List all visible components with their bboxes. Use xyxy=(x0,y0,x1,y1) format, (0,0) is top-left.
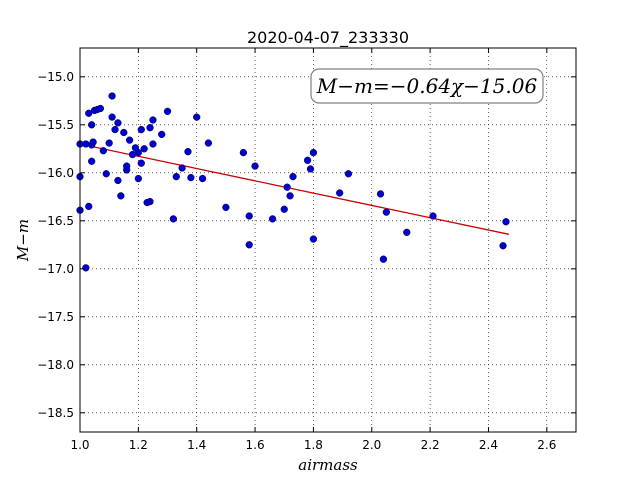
x-tick-label: 1.6 xyxy=(246,438,265,452)
data-point xyxy=(303,156,312,164)
data-point xyxy=(85,109,93,117)
y-tick-label: −16.0 xyxy=(37,166,74,180)
data-point xyxy=(239,148,248,157)
data-point xyxy=(105,139,113,147)
data-point xyxy=(99,147,107,155)
data-point xyxy=(169,215,178,223)
data-point xyxy=(89,138,97,146)
y-axis-ticks: −15.0 −15.5 −16.0 −16.5 −17.0 −17.5 −18.0 −18.5 xyxy=(37,70,576,420)
grid-lines xyxy=(79,48,576,432)
data-point xyxy=(108,92,116,100)
x-tick-label: 1.2 xyxy=(129,438,148,452)
x-tick-label: 2.0 xyxy=(362,438,381,452)
data-point xyxy=(379,255,388,263)
data-point xyxy=(187,173,195,182)
data-point xyxy=(134,148,143,157)
y-tick-label: −17.0 xyxy=(37,262,74,276)
y-tick-label: −15.0 xyxy=(37,70,74,84)
data-point xyxy=(146,124,154,132)
x-tick-label: 1.8 xyxy=(304,438,323,452)
data-point xyxy=(125,136,134,144)
data-point xyxy=(163,107,172,116)
data-point xyxy=(245,241,253,249)
x-tick-label: 1.4 xyxy=(187,438,206,452)
data-point xyxy=(172,172,180,181)
data-point xyxy=(114,176,122,185)
data-point xyxy=(382,208,391,216)
y-tick-label: −18.5 xyxy=(37,406,74,420)
chart-title: 2020-04-07_233330 xyxy=(247,28,409,48)
data-point xyxy=(245,212,253,220)
plot-frame xyxy=(79,47,577,433)
data-point xyxy=(134,174,143,183)
data-point xyxy=(336,189,344,197)
data-point xyxy=(96,104,105,113)
data-point xyxy=(204,139,213,147)
y-tick-label: −18.0 xyxy=(37,358,74,372)
data-point xyxy=(309,235,318,243)
data-point xyxy=(178,164,186,172)
data-point xyxy=(82,264,90,272)
data-point xyxy=(123,162,131,170)
data-point xyxy=(429,212,437,220)
data-point xyxy=(117,192,125,200)
x-tick-label: 1.0 xyxy=(70,438,89,452)
data-point xyxy=(102,170,110,178)
data-point xyxy=(149,140,157,148)
data-point xyxy=(222,203,230,212)
data-point xyxy=(111,125,119,134)
data-point xyxy=(149,116,157,124)
data-point xyxy=(309,148,318,157)
data-point xyxy=(114,119,122,127)
data-point xyxy=(306,165,315,173)
x-tick-label: 2.4 xyxy=(479,438,498,452)
data-point xyxy=(85,202,93,211)
x-axis-ticks: 1.0 1.2 1.4 1.6 1.8 2.0 2.2 2.4 2.6 xyxy=(70,48,556,452)
data-point xyxy=(344,170,353,178)
data-point xyxy=(120,128,128,137)
y-tick-label: −16.5 xyxy=(37,214,74,228)
x-tick-label: 2.6 xyxy=(537,438,556,452)
data-point xyxy=(499,242,507,250)
data-point xyxy=(184,148,192,156)
data-points xyxy=(76,92,510,272)
data-point xyxy=(158,130,166,139)
data-point xyxy=(268,215,277,223)
y-tick-label: −17.5 xyxy=(37,310,74,324)
data-point xyxy=(251,162,259,170)
data-point xyxy=(137,125,145,134)
y-tick-label: −15.5 xyxy=(37,118,74,132)
data-point xyxy=(108,113,116,121)
data-point xyxy=(140,145,148,153)
x-axis-label: airmass xyxy=(298,456,358,474)
data-point xyxy=(289,172,297,181)
data-point xyxy=(193,113,201,121)
data-point xyxy=(283,183,291,191)
data-point xyxy=(286,192,294,200)
data-point xyxy=(88,121,96,129)
fit-line-group xyxy=(88,145,510,235)
data-point xyxy=(280,205,288,213)
data-point xyxy=(88,157,96,165)
fit-annotation: M−m=−0.64χ−15.06 xyxy=(310,68,544,104)
y-axis-label: M−m xyxy=(14,219,32,262)
fit-line xyxy=(88,145,510,235)
data-point xyxy=(376,190,385,198)
data-point xyxy=(198,174,207,183)
data-point xyxy=(146,197,154,206)
x-tick-label: 2.2 xyxy=(421,438,440,452)
annotation-box xyxy=(310,68,544,104)
data-point xyxy=(403,228,411,236)
data-point xyxy=(502,218,510,226)
data-point xyxy=(137,159,145,167)
annotation-text: M−m=−0.64χ−15.06 xyxy=(316,74,538,98)
